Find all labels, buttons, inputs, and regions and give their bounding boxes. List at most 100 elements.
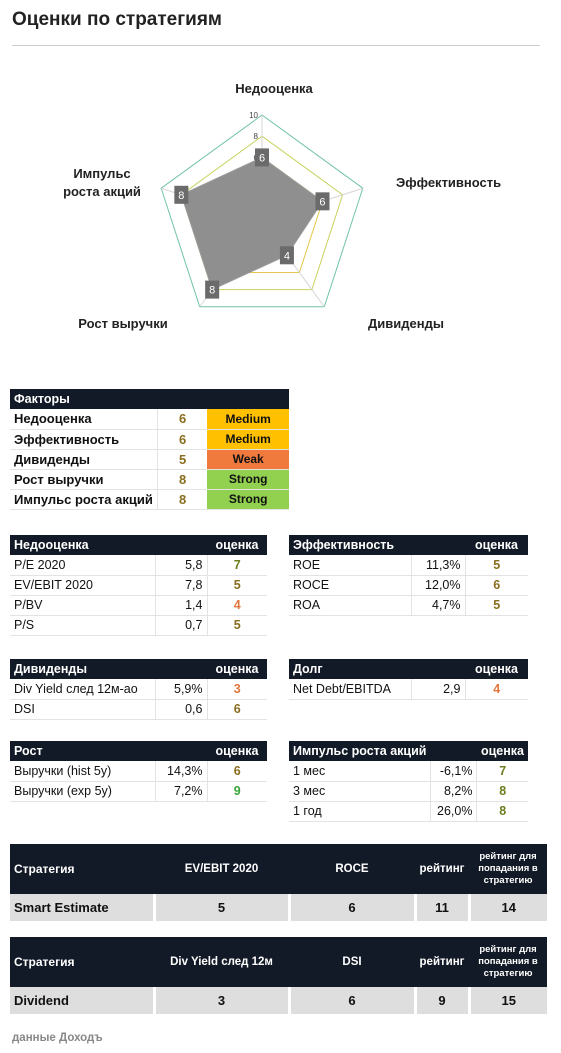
factor-score: 6 [156,409,208,430]
metric-score: 6 [206,699,267,720]
radar-value-badge: 8 [205,280,220,299]
metric-value: 26,0% [429,801,477,822]
radar-value-label: 4 [284,250,290,262]
metric-value: 5,8 [154,555,207,576]
strategy-header: Стратегия [10,937,154,987]
table-row: EV/EBIT 2020 7,8 5 [10,575,267,596]
radar-axis-label-revenue-growth: Рост выручки [78,316,167,331]
factor-level: Strong [207,489,289,510]
strategy-metric2-header: DSI [289,937,415,987]
metric-score: 4 [206,595,267,616]
factor-level: Weak [207,449,289,470]
metric-score: 4 [464,679,528,700]
metric-score: 6 [464,575,528,596]
strategy-threshold-value: 14 [467,894,547,921]
factor-row: Импульс роста акций 8 Strong [10,489,289,510]
strategy-dividend-table: Стратегия Div Yield след 12м DSI рейтинг… [10,937,547,1014]
factor-row: Недооценка 6 Medium [10,409,289,430]
factor-row: Рост выручки 8 Strong [10,469,289,490]
radar-value-badge: 6 [255,148,269,167]
metric-label: Выручки (exp 5y) [10,781,155,802]
metric-score: 7 [206,555,267,576]
debt-title: Долг [289,659,411,679]
metric-value: -6,1% [429,761,477,782]
strategy-metric2-header: ROCE [289,844,415,894]
metric-label: 3 мес [289,781,431,802]
strategy-threshold-value: 15 [467,987,547,1014]
strategy-threshold-header: рейтинг для попадания в стратегию [469,844,547,894]
table-row: 3 мес 8,2% 8 [289,781,528,802]
metric-score: 5 [464,555,528,576]
radar-grid-ring [180,135,344,291]
metric-value: 5,9% [154,679,207,700]
radar-tick-label: 10 [249,111,258,120]
strategy-name: Dividend [10,987,154,1014]
strategy-header: Стратегия [10,844,154,894]
metric-label: ROA [289,595,411,616]
factor-label: Импульс роста акций [10,489,158,510]
radar-value-label: 6 [259,152,265,164]
factor-label: Рост выручки [10,469,158,490]
growth-table: Рост оценка Выручки (hist 5y) 14,3% 6 Выру… [10,741,267,802]
table-row: 1 мес -6,1% 7 [289,761,528,782]
title-divider [12,45,540,46]
metric-label: ROCE [289,575,411,596]
metric-score: 3 [206,679,267,700]
radar-axis-label-momentum-line1: Импульс [73,166,130,181]
score-header: оценка [207,535,267,555]
factor-row: Эффективность 6 Medium [10,429,289,450]
table-row: ROA 4,7% 5 [289,595,528,616]
momentum-title: Импульс роста акций [289,741,431,761]
metric-label: ROE [289,555,411,576]
metric-label: Div Yield след 12м-ао [10,679,155,700]
metric-score: 5 [464,595,528,616]
strategy-metric1-header: Div Yield след 12м [154,937,289,987]
metric-value: 1,4 [154,595,207,616]
strategy-rating-header: рейтинг [415,937,469,987]
metric-score: 8 [476,801,528,822]
radar-axis-label-momentum-line2: роста акций [63,184,141,199]
radar-value-label: 6 [319,196,325,208]
radar-value-label: 8 [209,285,215,297]
score-header: оценка [465,535,528,555]
debt-table: Долг оценка Net Debt/EBITDA 2,9 4 [289,659,528,700]
growth-title: Рост [10,741,155,761]
metric-label: P/BV [10,595,155,616]
factor-label: Недооценка [10,409,158,430]
table-row: DSI 0,6 6 [10,699,267,720]
efficiency-title: Эффективность [289,535,411,555]
metric-score: 5 [206,615,267,636]
strategy-metric1-header: EV/EBIT 2020 [154,844,289,894]
metric-value: 4,7% [410,595,465,616]
momentum-table: Импульс роста акций оценка 1 мес -6,1% 7 3… [289,741,528,822]
strategy-metric1-value: 5 [152,894,289,921]
radar-grid-ring [160,114,364,308]
factor-score: 8 [156,469,208,490]
metric-score: 9 [206,781,267,802]
metric-value: 8,2% [429,781,477,802]
metric-value: 0,7 [154,615,207,636]
table-row: ROE 11,3% 5 [289,555,528,576]
table-row: Выручки (exp 5y) 7,2% 9 [10,781,267,802]
metric-value: 7,8 [154,575,207,596]
radar-value-badge: 4 [279,246,294,265]
table-row: P/BV 1,4 4 [10,595,267,616]
metric-score: 8 [476,781,528,802]
factor-score: 6 [156,429,208,450]
score-header: оценка [207,741,267,761]
metric-label: 1 год [289,801,431,822]
factor-label: Эффективность [10,429,158,450]
score-header: оценка [207,659,267,679]
metric-score: 7 [476,761,528,782]
radar-value-badge: 6 [315,192,330,211]
strategy-name: Smart Estimate [10,894,154,921]
strategy-threshold-header: рейтинг для попадания в стратегию [469,937,547,987]
metric-label: Выручки (hist 5y) [10,761,155,782]
factor-score: 5 [156,449,208,470]
radar-value-label: 8 [178,190,184,202]
table-row: Net Debt/EBITDA 2,9 4 [289,679,528,700]
radar-axis-label-efficiency: Эффективность [396,175,501,190]
strategy-metric1-value: 3 [152,987,289,1014]
factors-header: Факторы [10,389,289,409]
